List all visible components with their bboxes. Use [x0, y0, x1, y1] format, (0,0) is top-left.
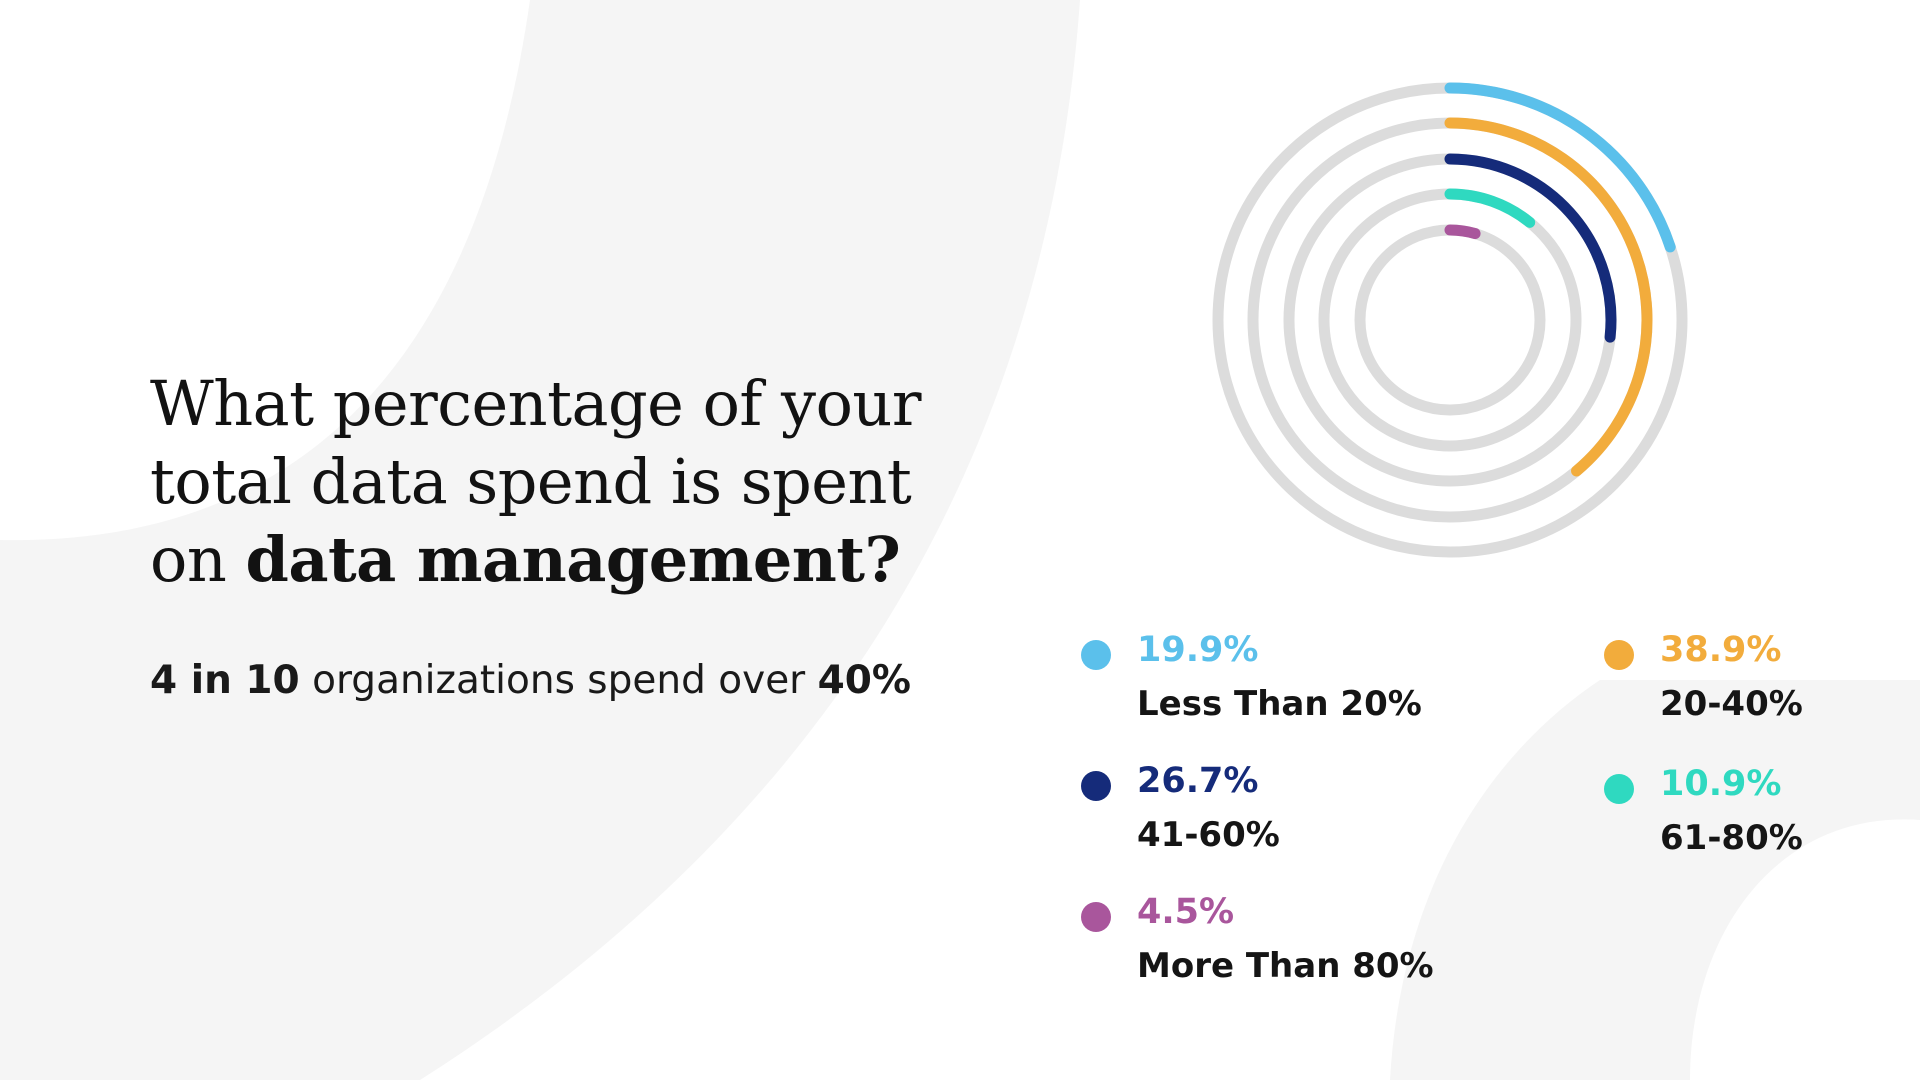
legend-value: 19.9%	[1137, 630, 1259, 670]
subtitle: 4 in 10 organizations spend over 40%	[150, 658, 911, 703]
legend-dot-icon	[1081, 771, 1111, 801]
title-line-3-bold: data management?	[245, 523, 901, 596]
page-title: What percentage of your total data spend…	[150, 365, 970, 599]
ring-arc-5	[1444, 224, 1481, 240]
ring-arc-1	[1444, 82, 1676, 253]
legend-label: Less Than 20%	[1137, 684, 1422, 724]
ring-arc-3	[1444, 153, 1617, 343]
radial-bar-chart	[1212, 82, 1688, 558]
subtitle-bold-percent: 40%	[817, 658, 911, 703]
legend-label: More Than 80%	[1137, 946, 1434, 986]
title-line-1: What percentage of your	[150, 367, 921, 440]
ring-arc-2	[1444, 117, 1653, 477]
background-swoosh-right	[1390, 680, 1920, 1080]
subtitle-text: organizations spend over	[299, 658, 818, 703]
title-line-2: total data spend is spent	[150, 445, 912, 518]
legend-label: 61-80%	[1660, 818, 1803, 858]
title-line-3-prefix: on	[150, 523, 246, 596]
legend-dot-icon	[1081, 902, 1111, 932]
legend-value: 38.9%	[1660, 630, 1782, 670]
ring-arc-4	[1444, 188, 1536, 228]
legend-value: 4.5%	[1137, 892, 1235, 932]
legend-dot-icon	[1081, 640, 1111, 670]
subtitle-bold-ratio: 4 in 10	[150, 658, 300, 703]
legend-dot-icon	[1604, 774, 1634, 804]
legend-label: 20-40%	[1660, 684, 1803, 724]
background-swoosh-left	[0, 0, 1080, 1080]
legend-value: 26.7%	[1137, 761, 1259, 801]
legend-value: 10.9%	[1660, 764, 1782, 804]
ring-track-5	[1354, 224, 1546, 416]
legend-label: 41-60%	[1137, 815, 1280, 855]
legend-dot-icon	[1604, 640, 1634, 670]
